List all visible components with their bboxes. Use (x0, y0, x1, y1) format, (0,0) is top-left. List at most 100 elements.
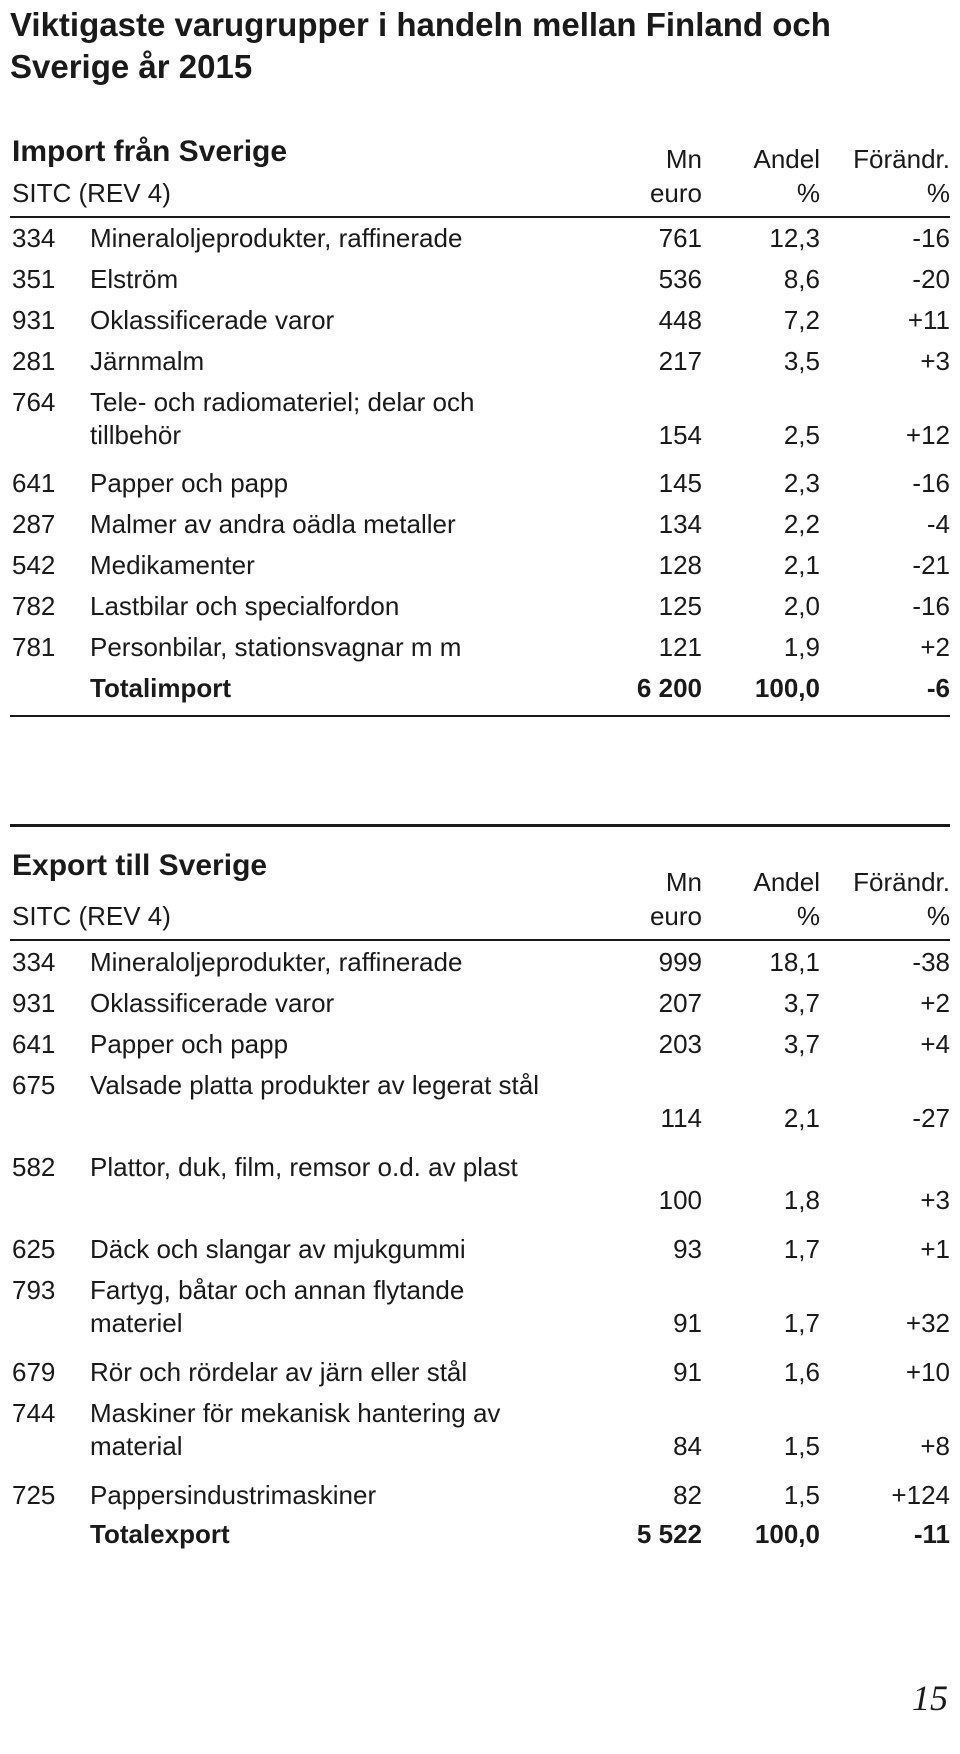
value-share: 7,2 (783, 305, 820, 335)
col-change-unit: % (926, 178, 950, 208)
commodity-name: Medikamenter (90, 550, 255, 580)
total-label: Totalimport (90, 673, 232, 703)
col-mn-label: Mn (665, 144, 702, 174)
value-change: +4 (920, 1029, 950, 1059)
value-mn-euro: 125 (658, 591, 702, 621)
value-mn-euro: 999 (658, 947, 702, 977)
value-share: 3,7 (783, 988, 820, 1018)
value-mn-euro: 203 (658, 1029, 702, 1059)
value-mn-euro: 145 (658, 468, 702, 498)
value-change: +124 (891, 1480, 950, 1510)
sitc-code: 764 (12, 387, 56, 417)
col-andel-unit: % (796, 178, 820, 208)
sitc-code: 641 (12, 1029, 56, 1059)
sitc-code: 582 (12, 1152, 56, 1182)
commodity-name: Oklassificerade varor (90, 305, 335, 335)
value-share: 18,1 (769, 947, 820, 977)
value-mn-euro: 536 (658, 264, 702, 294)
value-mn-euro: 121 (658, 632, 702, 662)
value-mn-euro: 100 (658, 1185, 702, 1215)
total-label: Totalexport (90, 1519, 230, 1549)
value-change: +2 (920, 988, 950, 1018)
value-change: +1 (920, 1234, 950, 1264)
col-mn-unit: euro (649, 901, 702, 931)
commodity-name: Papper och papp (90, 468, 289, 498)
sitc-code: 334 (12, 947, 56, 977)
value-change: -38 (912, 947, 950, 977)
value-mn-euro: 91 (673, 1308, 702, 1338)
commodity-name: Oklassificerade varor (90, 988, 335, 1018)
col-change-label: Förändr. (853, 867, 950, 897)
commodity-name: Lastbilar och specialfordon (90, 591, 400, 621)
sitc-code: 725 (12, 1480, 56, 1510)
value-mn-euro: 114 (660, 1103, 702, 1133)
value-share: 1,9 (783, 632, 820, 662)
total-change: -11 (913, 1519, 950, 1549)
value-mn-euro: 448 (658, 305, 702, 335)
value-change: -16 (912, 591, 950, 621)
commodity-name: Rör och rördelar av järn eller stål (90, 1357, 468, 1387)
header-rule (10, 216, 950, 218)
value-change: +10 (905, 1357, 950, 1387)
commodity-name: Papper och papp (90, 1029, 289, 1059)
commodity-name: Pappersindustrimaskiner (90, 1480, 377, 1510)
sitc-label: SITC (REV 4) (12, 178, 171, 208)
total-share: 100,0 (754, 673, 820, 703)
header-rule (10, 939, 950, 941)
value-mn-euro: 207 (658, 988, 702, 1018)
value-mn-euro: 128 (658, 550, 702, 580)
total-mn-euro: 6 200 (636, 673, 702, 703)
total-mn-euro: 5 522 (636, 1519, 702, 1549)
value-change: +3 (920, 346, 950, 376)
value-share: 2,3 (783, 468, 820, 498)
col-andel-label: Andel (753, 144, 821, 174)
commodity-name: Elström (90, 264, 179, 294)
section-top-rule (10, 824, 950, 827)
value-mn-euro: 93 (673, 1234, 702, 1264)
sitc-code: 542 (12, 550, 56, 580)
sitc-label: SITC (REV 4) (12, 901, 171, 931)
value-mn-euro: 82 (673, 1480, 702, 1510)
value-change: +12 (905, 420, 950, 450)
value-mn-euro: 91 (673, 1357, 702, 1387)
col-change-unit: % (926, 901, 950, 931)
sitc-code: 625 (12, 1234, 56, 1264)
value-mn-euro: 217 (658, 346, 702, 376)
value-mn-euro: 154 (658, 420, 702, 450)
bottom-rule (10, 715, 950, 717)
value-change: -20 (912, 264, 950, 294)
col-mn-unit: euro (649, 178, 702, 208)
value-share: 8,6 (783, 264, 820, 294)
sitc-code: 793 (12, 1275, 56, 1305)
col-change-label: Förändr. (853, 144, 950, 174)
value-share: 2,2 (783, 509, 820, 539)
value-mn-euro: 134 (658, 509, 702, 539)
value-share: 2,1 (783, 1103, 820, 1133)
value-change: -16 (912, 468, 950, 498)
commodity-name: Däck och slangar av mjukgummi (90, 1234, 466, 1264)
value-change: -27 (912, 1103, 950, 1133)
value-change: +32 (905, 1308, 950, 1338)
value-mn-euro: 761 (658, 223, 702, 253)
commodity-name: Tele- och radiomateriel; delar och tillb… (90, 387, 475, 450)
col-andel-label: Andel (753, 867, 821, 897)
export-heading: Export till Sverige (12, 849, 268, 882)
total-share: 100,0 (754, 1519, 820, 1549)
total-change: -6 (926, 673, 950, 703)
sitc-code: 281 (12, 346, 56, 376)
value-share: 3,7 (783, 1029, 820, 1059)
value-change: +11 (907, 305, 950, 335)
commodity-name: Malmer av andra oädla metaller (90, 509, 456, 539)
col-mn-label: Mn (665, 867, 702, 897)
value-share: 2,5 (783, 420, 820, 450)
value-share: 3,5 (783, 346, 820, 376)
commodity-name: Plattor, duk, film, remsor o.d. av plast (90, 1152, 518, 1182)
value-change: +8 (920, 1431, 950, 1461)
value-share: 1,8 (783, 1185, 820, 1215)
sitc-code: 287 (12, 509, 56, 539)
value-share: 1,6 (783, 1357, 820, 1387)
commodity-name: Maskiner för mekanisk hantering av mater… (90, 1398, 501, 1461)
value-share: 1,5 (783, 1480, 820, 1510)
sitc-code: 931 (12, 305, 56, 335)
commodity-name: Mineraloljeprodukter, raffinerade (90, 947, 463, 977)
